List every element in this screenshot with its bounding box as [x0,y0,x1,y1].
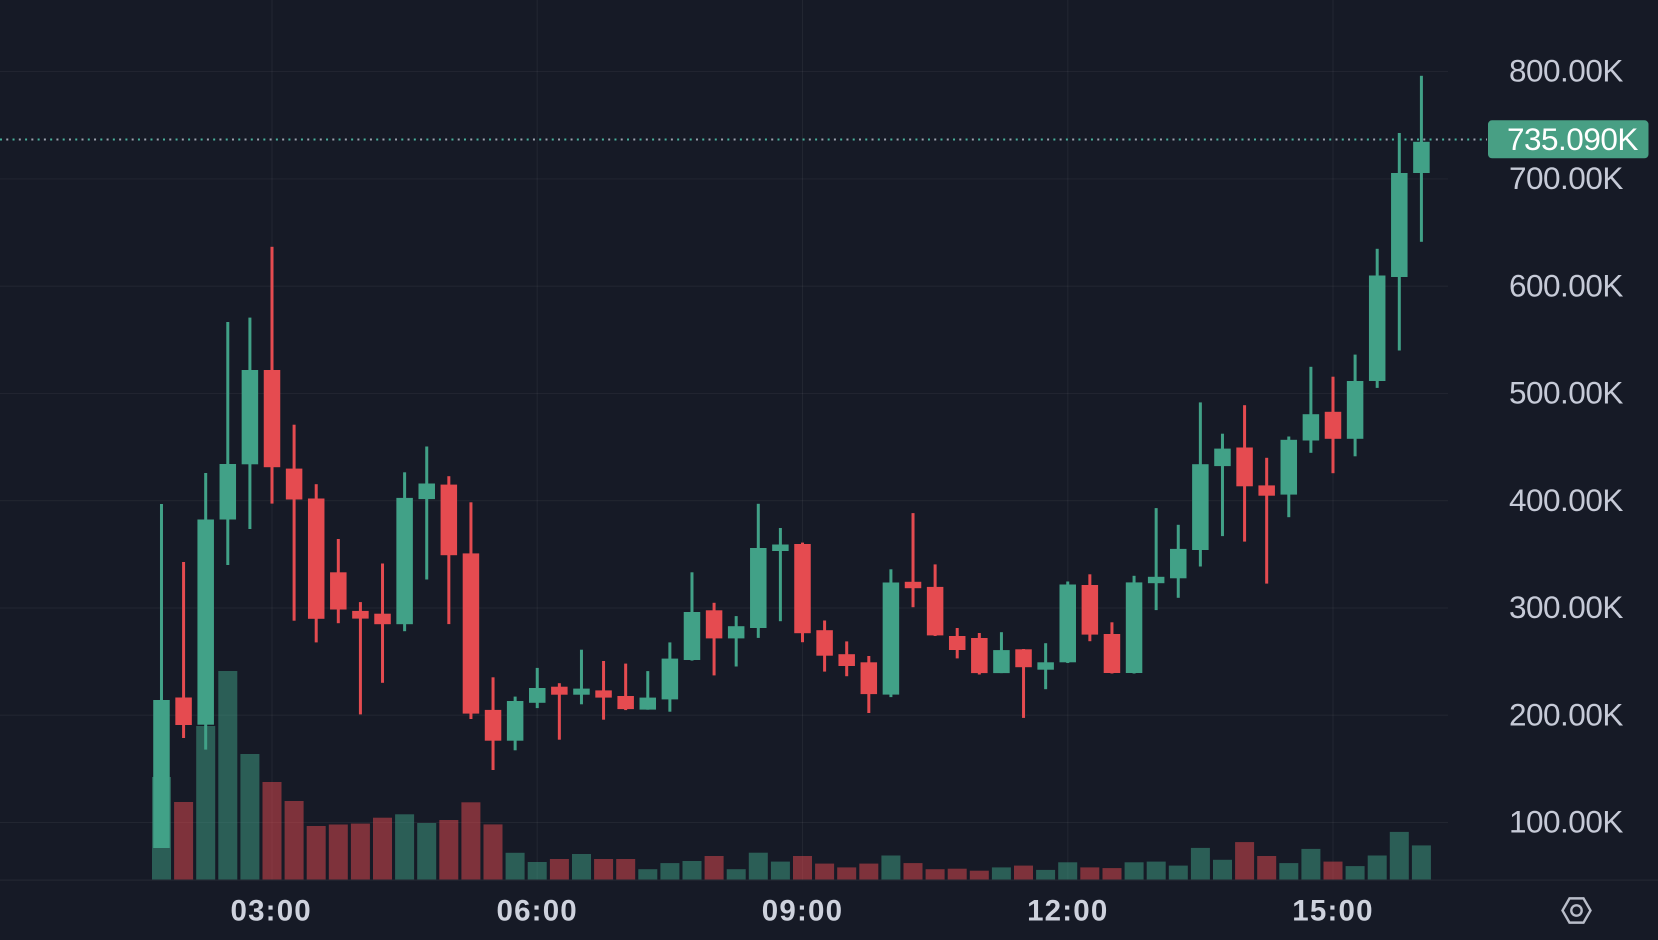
svg-text:09:00: 09:00 [762,895,843,928]
svg-text:100.00K: 100.00K [1509,804,1623,840]
svg-text:03:00: 03:00 [230,895,311,928]
svg-text:700.00K: 700.00K [1509,160,1623,196]
svg-text:15:00: 15:00 [1292,895,1373,928]
svg-text:300.00K: 300.00K [1509,589,1623,625]
svg-text:400.00K: 400.00K [1509,482,1623,518]
svg-text:200.00K: 200.00K [1509,696,1623,732]
svg-text:12:00: 12:00 [1027,895,1108,928]
svg-text:735.090K: 735.090K [1507,121,1638,157]
svg-text:800.00K: 800.00K [1509,53,1623,89]
svg-text:600.00K: 600.00K [1509,267,1623,303]
svg-text:500.00K: 500.00K [1509,375,1623,411]
svg-text:06:00: 06:00 [496,895,577,928]
